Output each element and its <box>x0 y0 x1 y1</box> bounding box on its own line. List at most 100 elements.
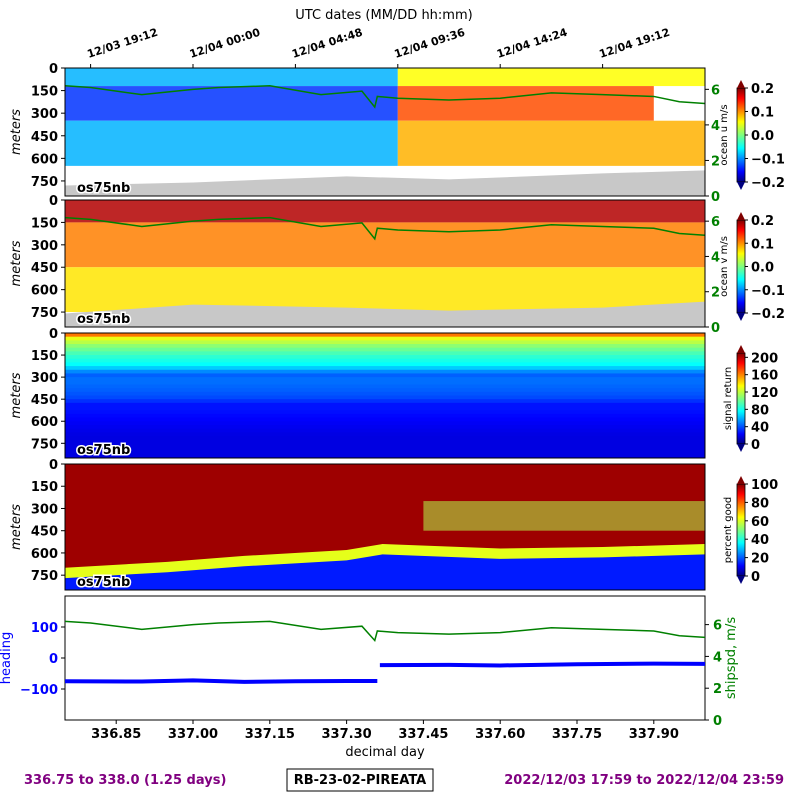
colorbar-tick-label: 0.0 <box>751 129 774 144</box>
y-tick-label: 300 <box>31 239 58 254</box>
colorbar-tick-label: 80 <box>751 403 769 418</box>
signal-depth-bin <box>65 435 705 441</box>
top-tick-label: 12/04 14:24 <box>495 26 569 61</box>
panel-frame <box>64 199 706 328</box>
colorbar-min-arrow <box>737 444 745 452</box>
colorbar-tick-label: 0.0 <box>751 261 774 276</box>
signal-depth-bin <box>65 443 705 448</box>
right-tick-label: 4 <box>711 119 720 134</box>
colorbar-tick-label: −0.1 <box>751 153 785 168</box>
instrument-label: os75nb <box>77 443 130 458</box>
percent-good-patchy <box>423 501 705 531</box>
signal-depth-bin <box>65 351 705 356</box>
top-tick-label: 12/04 00:00 <box>188 26 262 61</box>
x-tick-label: 337.30 <box>322 727 372 742</box>
y-tick-label: 0 <box>49 194 58 209</box>
shipspd-line <box>64 620 706 643</box>
heading-line <box>64 678 378 684</box>
y-tick-label: 150 <box>31 349 58 364</box>
x-tick-label: 336.85 <box>91 727 141 742</box>
right-tick-label: 2 <box>711 286 720 301</box>
heatmap-2 <box>65 333 705 458</box>
heatmap-band <box>65 200 705 223</box>
colorbar-tick-label: −0.1 <box>751 284 785 299</box>
signal-depth-bin <box>65 358 705 363</box>
signal-depth-bin <box>65 366 705 371</box>
signal-depth-bin <box>65 428 705 433</box>
x-tick-label: 337.15 <box>245 727 295 742</box>
signal-depth-bin <box>65 421 705 426</box>
colorbar <box>736 219 746 314</box>
signal-depth-bin <box>65 362 705 367</box>
y-tick-label: 600 <box>31 547 58 562</box>
y-tick-label: 600 <box>31 284 58 299</box>
top-axis-title: UTC dates (MM/DD hh:mm) <box>295 8 472 23</box>
signal-depth-bin <box>65 340 705 345</box>
heatmap-3 <box>65 464 705 590</box>
signal-depth-bin <box>65 355 705 360</box>
y-tick-label: 300 <box>31 502 58 517</box>
colorbar-min-arrow <box>737 313 745 321</box>
right-tick-label: 4 <box>713 650 722 665</box>
colorbar-tick-label: 40 <box>751 533 769 548</box>
colorbar-min-arrow <box>737 182 745 190</box>
signal-depth-bin <box>65 347 705 352</box>
panel-frame <box>64 463 706 591</box>
signal-depth-bin <box>65 384 705 389</box>
panel-frame <box>64 67 706 197</box>
signal-depth-bin <box>65 446 705 452</box>
signal-depth-bin <box>65 369 705 374</box>
colorbar-tick-label: 0.1 <box>751 237 774 252</box>
y-tick-label: 150 <box>31 480 58 495</box>
signal-depth-bin <box>65 344 705 349</box>
colorbar-tick-label: 120 <box>751 386 778 401</box>
y-axis-label: meters <box>9 109 24 155</box>
colorbar-tick-label: −0.2 <box>751 307 785 322</box>
footer-center: RB-23-02-PIREATA <box>294 773 427 788</box>
panel-2: 6 4 2 0 os75nb 0 150 300 450 600 750 meters 0.2 0.1 0.… <box>9 194 785 336</box>
colorbar-label: signal return <box>723 367 734 430</box>
no-data-region <box>65 301 705 327</box>
y-axis-label: meters <box>9 372 24 418</box>
panel-frame <box>64 595 706 721</box>
shipspd-overlay-line <box>65 216 705 241</box>
top-tick-label: 12/04 04:48 <box>290 26 364 61</box>
right-tick-label: 0 <box>713 714 722 729</box>
signal-depth-bin <box>65 380 705 385</box>
panel-4: os75nb 0 150 300 450 600 750 meters 100 80 60 40 20 0… <box>9 458 778 592</box>
right-tick-label: 2 <box>711 154 720 169</box>
y-axis-label: meters <box>9 240 24 286</box>
y-tick-label: 0 <box>49 458 58 473</box>
colorbar-tick-label: 200 <box>751 351 778 366</box>
y-tick-label: 750 <box>31 306 58 321</box>
heatmap-band <box>397 120 705 166</box>
footer-right: 2022/12/03 17:59 to 2022/12/04 23:59 <box>504 773 784 788</box>
colorbar-label: ocean u m/s <box>719 104 730 165</box>
colorbar-tick-label: 0 <box>751 570 760 585</box>
right-tick-label: 6 <box>713 619 722 634</box>
heatmap-band <box>65 68 398 87</box>
signal-depth-bin <box>65 450 705 455</box>
y-tick-label: 750 <box>31 569 58 584</box>
colorbar-min-arrow <box>737 576 745 584</box>
y-tick-label: 150 <box>31 85 58 100</box>
percent-good-low <box>65 554 705 590</box>
y-tick-label: 300 <box>31 107 58 122</box>
footer-left: 336.75 to 338.0 (1.25 days) <box>24 773 226 788</box>
heatmap-1 <box>65 200 705 327</box>
signal-depth-bin <box>65 406 705 411</box>
heading-line <box>379 661 706 668</box>
right-tick-label: 2 <box>713 682 722 697</box>
y-tick-label: 750 <box>31 175 58 190</box>
heatmap-band <box>397 86 654 121</box>
right-tick-label: 4 <box>711 250 720 265</box>
heatmap-band <box>65 222 705 268</box>
y-tick-label: 450 <box>31 261 58 276</box>
colorbar-tick-label: 160 <box>751 369 778 384</box>
top-axis-ticks: 12/03 19:12 12/04 00:00 12/04 04:48 12/04 0… <box>86 26 671 68</box>
signal-depth-bin <box>65 388 705 393</box>
colorbar-label: percent good <box>723 497 734 563</box>
footer-center-box <box>286 768 434 792</box>
no-data-region <box>65 170 705 196</box>
